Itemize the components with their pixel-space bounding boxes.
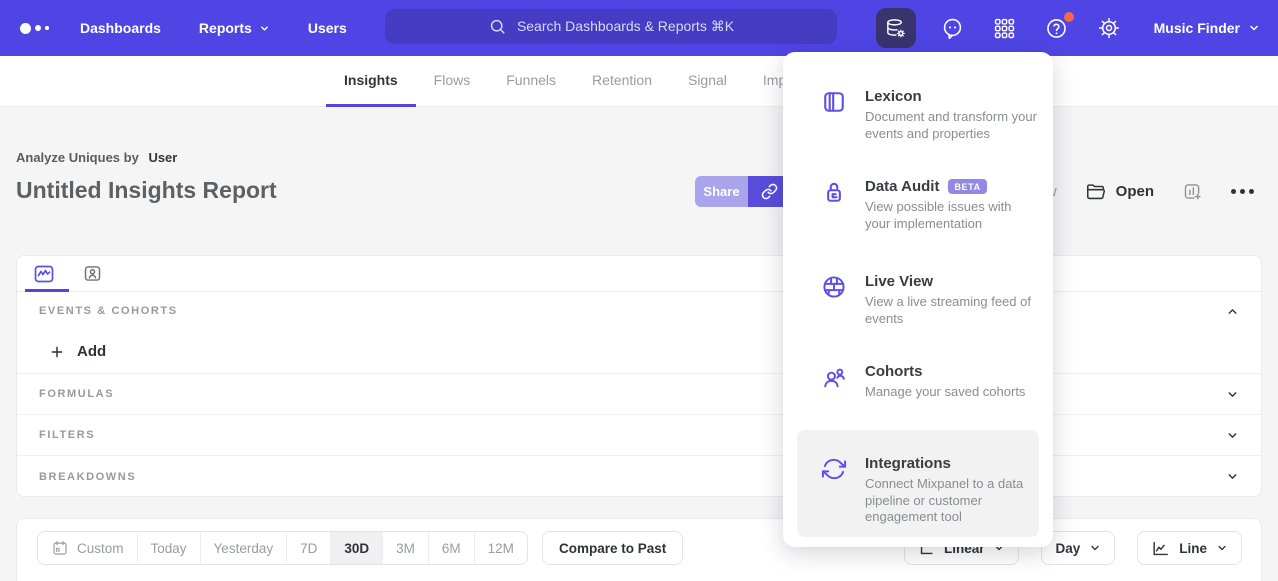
report-tabs: Insights Flows Funnels Retention Signal … — [326, 56, 823, 107]
query-view-tabs — [17, 256, 1261, 292]
menu-item-integrations[interactable]: Integrations Connect Mixpanel to a data … — [797, 430, 1039, 537]
menu-item-live-view[interactable]: Live View View a live streaming feed of … — [783, 273, 1053, 327]
nav-users[interactable]: Users — [307, 20, 347, 36]
chevron-down-icon — [993, 542, 1005, 554]
open-report-button[interactable]: Open — [1085, 181, 1154, 203]
settings-icon[interactable] — [1094, 13, 1124, 43]
cohorts-people-icon — [820, 363, 848, 391]
beta-badge: BETA — [948, 179, 987, 194]
help-icon[interactable] — [1042, 12, 1074, 43]
range-yesterday[interactable]: Yesterday — [201, 532, 288, 564]
apps-grid-icon[interactable] — [990, 13, 1020, 43]
notification-dot — [1063, 12, 1074, 22]
link-icon — [761, 183, 778, 200]
chevron-down-icon — [1089, 542, 1101, 554]
chevron-down-icon[interactable] — [1226, 470, 1239, 483]
search-placeholder: Search Dashboards & Reports ⌘K — [516, 18, 735, 34]
chevron-down-icon — [259, 23, 270, 34]
tab-funnels[interactable]: Funnels — [506, 72, 557, 88]
range-30d[interactable]: 30D — [331, 532, 384, 564]
users-view-tab-icon[interactable] — [79, 261, 105, 287]
line-chart-icon — [1151, 539, 1170, 558]
menu-item-lexicon[interactable]: Lexicon Document and transform your even… — [783, 88, 1053, 142]
topbar-actions: Music Finder — [875, 0, 1260, 56]
menu-item-data-audit[interactable]: Data Audit BETA View possible issues wit… — [783, 178, 1053, 232]
date-range-segmented-control: Custom Today Yesterday 7D 30D 3M 6M 12M — [37, 531, 528, 565]
more-options-icon[interactable] — [1231, 189, 1254, 194]
chevron-up-icon[interactable] — [1226, 305, 1239, 318]
chevron-down-icon — [1216, 542, 1228, 554]
lexicon-book-icon — [820, 88, 848, 116]
query-builder-panel: EVENTS & COHORTS Add FORMULAS FILTERS BR — [16, 255, 1262, 497]
interval-dropdown[interactable]: Day — [1041, 531, 1116, 565]
range-custom[interactable]: Custom — [38, 532, 138, 564]
nav-reports[interactable]: Reports — [199, 20, 270, 36]
data-tools-dropdown: Lexicon Document and transform your even… — [783, 52, 1053, 547]
share-button[interactable]: Share — [695, 176, 748, 207]
chevron-down-icon[interactable] — [1226, 388, 1239, 401]
events-cohorts-section-header[interactable]: EVENTS & COHORTS — [17, 292, 1261, 330]
add-to-dashboard-icon[interactable] — [1182, 181, 1203, 202]
range-12m[interactable]: 12M — [487, 540, 514, 556]
search-input[interactable]: Search Dashboards & Reports ⌘K — [385, 9, 837, 44]
feedback-icon[interactable] — [938, 13, 968, 43]
chart-controls-bar: Custom Today Yesterday 7D 30D 3M 6M 12M … — [16, 518, 1262, 581]
tab-insights[interactable]: Insights — [326, 56, 416, 107]
active-tab-underline — [25, 289, 69, 292]
breakdowns-section-header[interactable]: BREAKDOWNS — [17, 456, 1261, 496]
range-today[interactable]: Today — [138, 532, 201, 564]
data-management-icon[interactable] — [875, 8, 916, 48]
range-6m[interactable]: 6M — [429, 532, 475, 564]
metrics-view-tab-icon[interactable] — [31, 261, 57, 287]
analysis-entity-selector[interactable]: User — [148, 150, 178, 165]
folder-icon — [1085, 181, 1107, 203]
report-tabbar: Insights Flows Funnels Retention Signal … — [0, 56, 1278, 107]
tab-flows[interactable]: Flows — [433, 72, 471, 88]
search-icon — [488, 17, 507, 36]
top-navigation-bar: Dashboards Reports Users Search Dashboar… — [0, 0, 1278, 56]
menu-item-cohorts[interactable]: Cohorts Manage your saved cohorts — [783, 363, 1053, 401]
page-title: Untitled Insights Report — [16, 177, 277, 203]
formulas-section-header[interactable]: FORMULAS — [17, 374, 1261, 415]
add-event-button[interactable]: Add — [17, 330, 1261, 374]
filters-section-header[interactable]: FILTERS — [17, 415, 1261, 456]
data-audit-lock-icon — [820, 178, 848, 206]
mixpanel-logo-icon[interactable] — [20, 22, 66, 34]
nav-dashboards[interactable]: Dashboards — [80, 20, 161, 36]
tab-retention[interactable]: Retention — [592, 72, 652, 88]
primary-nav: Dashboards Reports Users — [80, 20, 347, 36]
sync-arrows-icon — [820, 455, 848, 483]
range-7d[interactable]: 7D — [287, 532, 332, 564]
calendar-icon — [51, 539, 69, 557]
tab-signal[interactable]: Signal — [687, 72, 727, 88]
range-3m[interactable]: 3M — [383, 532, 429, 564]
share-group: Share — [695, 176, 790, 207]
chevron-down-icon[interactable] — [1226, 429, 1239, 442]
workspace-switcher[interactable]: Music Finder — [1154, 20, 1260, 36]
plus-icon — [49, 344, 65, 360]
chart-type-dropdown[interactable]: Line — [1137, 531, 1242, 565]
report-actions: New Open — [1027, 176, 1254, 207]
analysis-context: Analyze Uniques by User — [16, 150, 178, 165]
compare-to-past-button[interactable]: Compare to Past — [542, 531, 684, 565]
chevron-down-icon — [1248, 22, 1260, 34]
globe-icon — [820, 273, 848, 301]
